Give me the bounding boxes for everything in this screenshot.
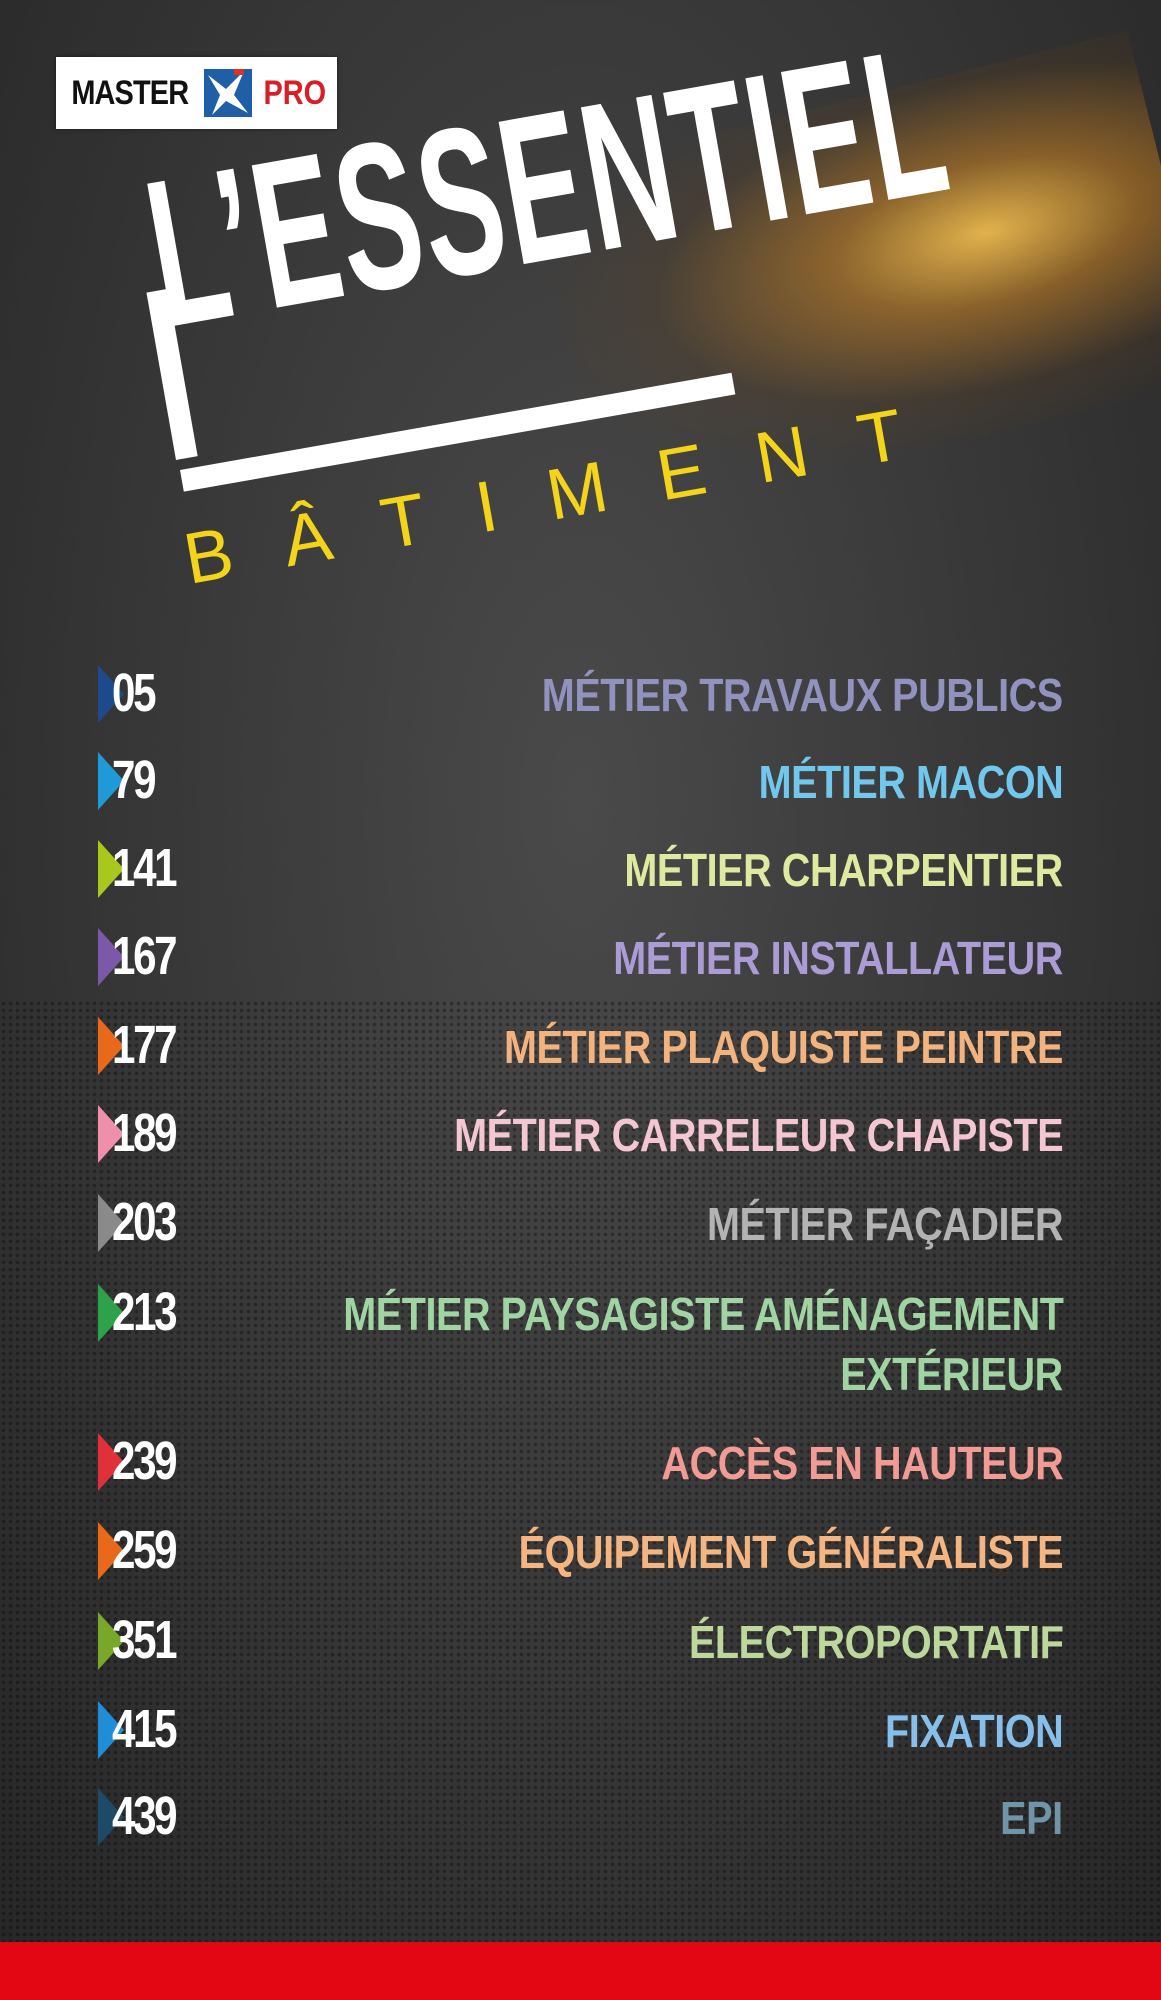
- section-label: MÉTIER FAÇADIER: [706, 1198, 1064, 1250]
- logo-text-master: MASTER: [71, 73, 189, 112]
- toc-item[interactable]: 189 MÉTIER CARRELEUR CHAPISTE: [0, 1099, 1161, 1169]
- footer-red-bar: [0, 1942, 1161, 2000]
- toc-item[interactable]: 239 ACCÈS EN HAUTEUR: [0, 1427, 1161, 1497]
- toc-item[interactable]: 141 MÉTIER CHARPENTIER: [0, 834, 1161, 904]
- page-number: 177: [112, 1015, 178, 1075]
- triangle-marker-icon: [98, 1522, 124, 1580]
- page-number: 79: [112, 750, 157, 810]
- toc-item[interactable]: 439 EPI: [0, 1782, 1161, 1852]
- masterpro-logo: MASTER PRO: [56, 57, 337, 129]
- page-number: 213: [112, 1282, 178, 1342]
- toc-item[interactable]: 203 MÉTIER FAÇADIER: [0, 1188, 1161, 1258]
- section-label: MÉTIER PAYSAGISTE AMÉNAGEMENT: [342, 1288, 1064, 1340]
- page-number: 167: [112, 926, 178, 986]
- page-number: 415: [112, 1699, 178, 1759]
- page-number: 05: [112, 663, 157, 723]
- page-number: 141: [112, 838, 178, 898]
- section-label-line2: EXTÉRIEUR: [840, 1348, 1063, 1400]
- page-number: 259: [112, 1520, 178, 1580]
- star-icon: [204, 69, 253, 117]
- toc-item[interactable]: 79 MÉTIER MACON: [0, 746, 1161, 816]
- triangle-marker-icon: [98, 1612, 124, 1670]
- page-number: 239: [112, 1431, 178, 1491]
- triangle-marker-icon: [98, 1017, 124, 1075]
- section-label: ÉQUIPEMENT GÉNÉRALISTE: [518, 1526, 1064, 1578]
- halftone-texture: [0, 1000, 1161, 1942]
- section-label: MÉTIER PLAQUISTE PEINTRE: [504, 1021, 1063, 1073]
- toc-item[interactable]: 351 ÉLECTROPORTATIF: [0, 1606, 1161, 1676]
- toc-item[interactable]: 259 ÉQUIPEMENT GÉNÉRALISTE: [0, 1516, 1161, 1586]
- section-label: FIXATION: [884, 1705, 1064, 1757]
- section-label: MÉTIER TRAVAUX PUBLICS: [542, 669, 1063, 721]
- section-label: MÉTIER INSTALLATEUR: [613, 932, 1063, 984]
- section-label: ACCÈS EN HAUTEUR: [661, 1437, 1063, 1489]
- logo-text-pro: PRO: [263, 73, 327, 112]
- toc-item[interactable]: 05 MÉTIER TRAVAUX PUBLICS: [0, 659, 1161, 729]
- section-label: MÉTIER CHARPENTIER: [624, 844, 1064, 896]
- page-number: 203: [112, 1192, 178, 1252]
- triangle-marker-icon: [98, 752, 124, 810]
- triangle-marker-icon: [98, 665, 124, 723]
- triangle-marker-icon: [98, 1701, 124, 1759]
- section-label: EPI: [1000, 1792, 1064, 1844]
- section-label: MÉTIER CARRELEUR CHAPISTE: [453, 1109, 1063, 1161]
- page-number: 189: [112, 1103, 178, 1163]
- toc-item[interactable]: 415 FIXATION: [0, 1695, 1161, 1765]
- triangle-marker-icon: [98, 1194, 124, 1252]
- toc-item[interactable]: 213 MÉTIER PAYSAGISTE AMÉNAGEMENT EXTÉRIE…: [0, 1278, 1161, 1400]
- triangle-marker-icon: [98, 1433, 124, 1491]
- triangle-marker-icon: [98, 1788, 124, 1846]
- page-number: 351: [112, 1610, 178, 1670]
- section-label: ÉLECTROPORTATIF: [688, 1616, 1064, 1668]
- triangle-marker-icon: [98, 840, 124, 898]
- toc-item[interactable]: 167 MÉTIER INSTALLATEUR: [0, 922, 1161, 992]
- triangle-marker-icon: [98, 928, 124, 986]
- section-label: MÉTIER MACON: [758, 756, 1063, 808]
- toc-item[interactable]: 177 MÉTIER PLAQUISTE PEINTRE: [0, 1011, 1161, 1081]
- triangle-marker-icon: [98, 1105, 124, 1163]
- page-number: 439: [112, 1786, 178, 1846]
- triangle-marker-icon: [98, 1284, 124, 1342]
